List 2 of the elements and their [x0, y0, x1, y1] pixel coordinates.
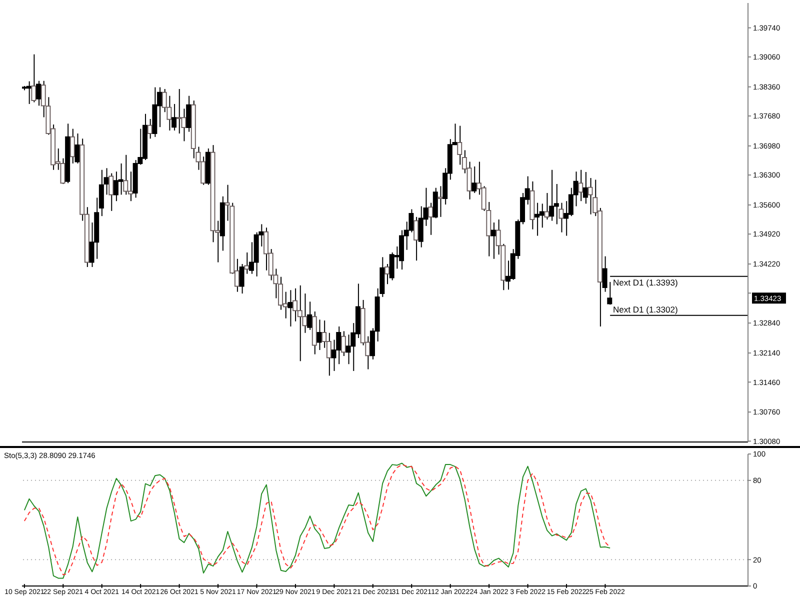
ref-line-label: Next D1 (1.3393) — [613, 277, 678, 288]
ref-line-label: Next D1 (1.3302) — [613, 304, 678, 314]
